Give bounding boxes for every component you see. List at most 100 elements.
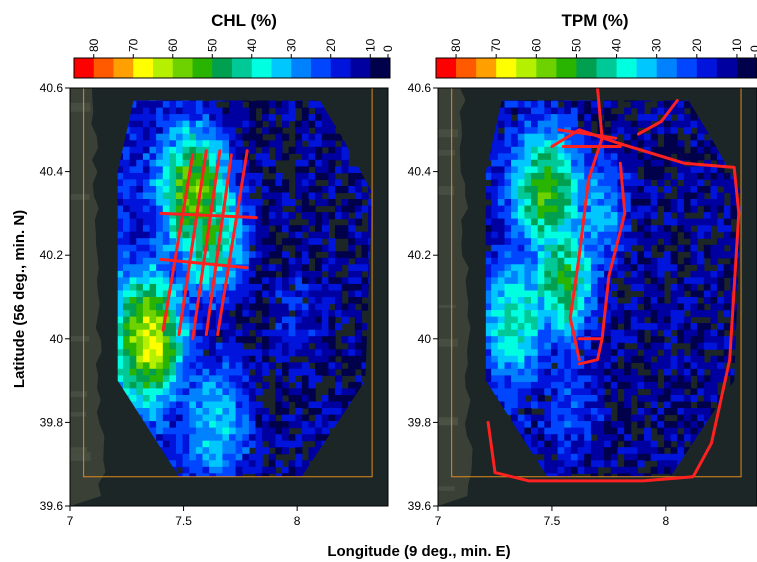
contour-cell bbox=[315, 297, 323, 305]
contour-cell bbox=[497, 310, 505, 318]
contour-cell bbox=[730, 186, 738, 194]
contour-cell bbox=[176, 264, 184, 272]
contour-cell bbox=[570, 192, 579, 200]
colorbar-tick-label: 60 bbox=[166, 38, 180, 52]
contour-cell bbox=[517, 100, 525, 102]
contour-cell bbox=[361, 277, 369, 285]
contour-cell bbox=[301, 186, 310, 194]
contour-cell bbox=[531, 166, 539, 174]
contour-cell bbox=[664, 264, 672, 272]
contour-cell bbox=[697, 375, 705, 383]
contour-cell bbox=[361, 362, 369, 370]
contour-cell bbox=[348, 381, 356, 389]
contour-cell bbox=[301, 342, 310, 350]
contour-cell bbox=[531, 329, 539, 337]
contour-cell bbox=[288, 434, 296, 442]
contour-cell bbox=[335, 303, 343, 311]
contour-cell bbox=[504, 316, 512, 324]
contour-cell bbox=[710, 277, 718, 285]
contour-cell bbox=[308, 205, 316, 213]
contour-cell bbox=[644, 159, 652, 167]
contour-cell bbox=[262, 218, 270, 226]
contour-cell bbox=[248, 460, 257, 468]
contour-cell bbox=[215, 362, 223, 370]
contour-cell bbox=[341, 186, 349, 194]
contour-cell bbox=[162, 355, 170, 363]
contour-cell bbox=[670, 395, 678, 403]
contour-cell bbox=[149, 381, 157, 389]
contour-cell bbox=[341, 225, 349, 233]
contour-cell bbox=[497, 355, 505, 363]
contour-cell bbox=[202, 192, 210, 200]
contour-cell bbox=[537, 133, 545, 141]
contour-cell bbox=[710, 166, 718, 174]
contour-cell bbox=[202, 270, 210, 278]
contour-cell bbox=[485, 251, 492, 259]
contour-cell bbox=[275, 192, 283, 200]
contour-cell bbox=[195, 218, 204, 226]
contour-cell bbox=[129, 238, 137, 246]
contour-cell bbox=[610, 375, 618, 383]
contour-cell bbox=[149, 179, 157, 187]
contour-cell bbox=[136, 186, 144, 194]
contour-cell bbox=[485, 270, 492, 278]
contour-cell bbox=[517, 355, 525, 363]
contour-cell bbox=[275, 427, 283, 435]
contour-cell bbox=[202, 362, 210, 370]
contour-cell bbox=[511, 316, 519, 324]
contour-cell bbox=[650, 225, 658, 233]
contour-cell bbox=[189, 166, 197, 174]
contour-cell bbox=[123, 179, 131, 187]
contour-cell bbox=[222, 225, 230, 233]
colorbar-tick-label: 80 bbox=[87, 38, 101, 52]
contour-cell bbox=[497, 172, 505, 180]
contour-cell bbox=[248, 127, 257, 135]
contour-cell bbox=[156, 277, 164, 285]
x-tick-label: 8 bbox=[294, 514, 301, 528]
contour-cell bbox=[690, 205, 698, 213]
contour-cell bbox=[275, 460, 283, 468]
contour-cell bbox=[222, 244, 230, 252]
contour-cell bbox=[282, 421, 290, 429]
contour-cell bbox=[597, 159, 605, 167]
contour-cell bbox=[162, 166, 170, 174]
contour-cell bbox=[491, 270, 499, 278]
contour-cell bbox=[348, 290, 356, 298]
contour-cell bbox=[162, 101, 170, 109]
contour-cell bbox=[315, 199, 323, 207]
contour-cell bbox=[717, 225, 725, 233]
contour-cell bbox=[597, 355, 605, 363]
contour-cell bbox=[176, 159, 184, 167]
contour-cell bbox=[637, 101, 645, 109]
contour-cell bbox=[162, 283, 170, 291]
contour-cell bbox=[235, 107, 243, 115]
contour-cell bbox=[248, 146, 257, 154]
contour-cell bbox=[644, 283, 652, 291]
contour-cell bbox=[129, 257, 137, 265]
contour-cell bbox=[136, 297, 144, 305]
contour-cell bbox=[348, 172, 356, 180]
contour-cell bbox=[604, 395, 612, 403]
contour-cell bbox=[301, 205, 310, 213]
contour-cell bbox=[590, 349, 599, 357]
contour-cell bbox=[222, 447, 230, 455]
contour-cell bbox=[268, 101, 276, 109]
contour-cell bbox=[255, 414, 263, 422]
contour-cell bbox=[524, 199, 532, 207]
contour-cell bbox=[222, 323, 230, 331]
contour-cell bbox=[710, 192, 718, 200]
contour-cell bbox=[315, 225, 323, 233]
contour-cell bbox=[354, 218, 363, 226]
contour-cell bbox=[710, 244, 718, 252]
contour-cell bbox=[149, 323, 157, 331]
contour-cell bbox=[169, 218, 177, 226]
contour-cell bbox=[564, 381, 572, 389]
contour-cell bbox=[564, 192, 572, 200]
contour-cell bbox=[361, 238, 369, 246]
ship-track bbox=[161, 153, 195, 332]
contour-cell bbox=[504, 323, 512, 331]
contour-cell bbox=[262, 362, 270, 370]
contour-cell bbox=[222, 421, 230, 429]
contour-cell bbox=[683, 179, 692, 187]
contour-cell bbox=[295, 140, 303, 148]
